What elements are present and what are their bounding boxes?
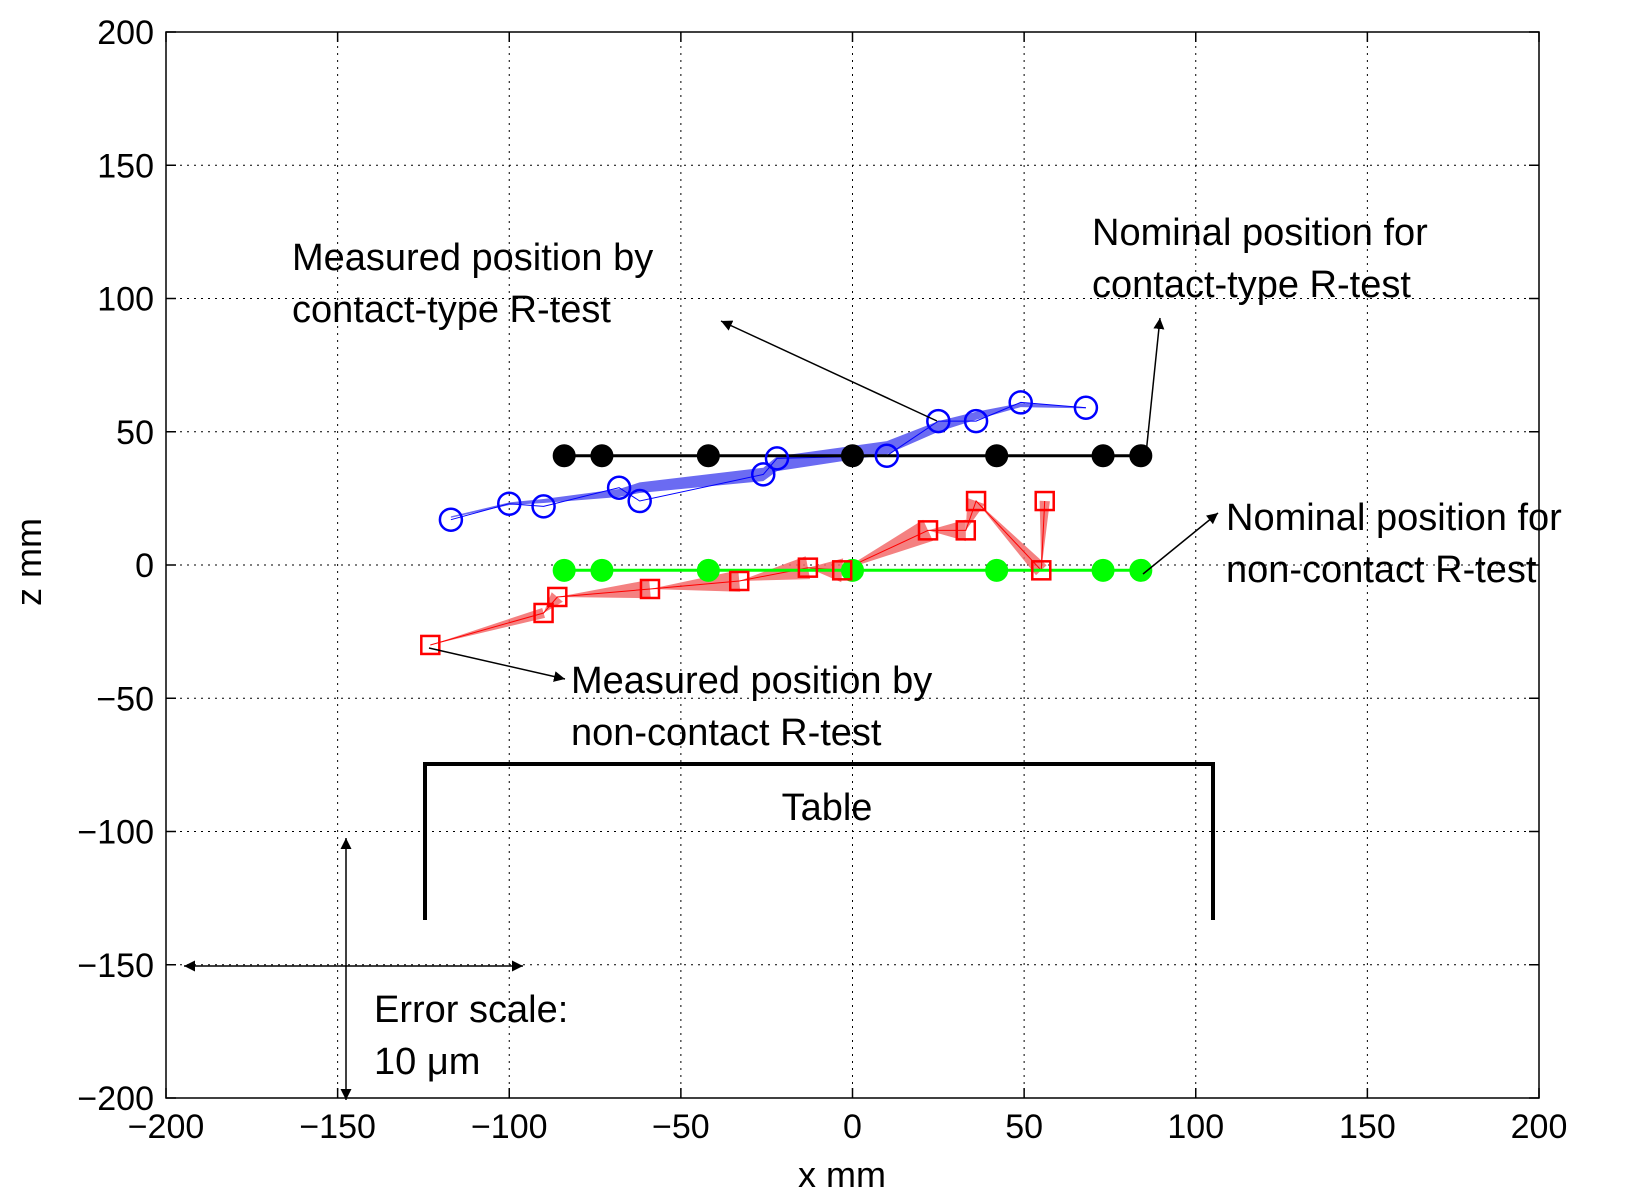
arrow-measured-contact [720, 320, 938, 422]
x-tick-label: −50 [652, 1108, 710, 1146]
y-tick-label: −150 [77, 947, 154, 985]
measured-contact-point [438, 507, 464, 532]
x-tick-label: −100 [471, 1108, 548, 1146]
y-tick-label: 50 [116, 414, 154, 452]
measured-contact-point [764, 446, 790, 471]
measured-non-contact-point [965, 490, 987, 512]
x-axis-label: x mm [798, 1154, 886, 1194]
x-tick-label: 150 [1339, 1108, 1396, 1146]
measured-non-contact-point [639, 578, 661, 600]
nominal-contact-point [696, 444, 720, 468]
y-tick-label: 100 [97, 281, 154, 319]
x-tick-label: 0 [843, 1108, 862, 1146]
measured-contact-point [1073, 395, 1099, 421]
x-tick-label: 100 [1167, 1108, 1224, 1146]
non-contact-error-wedge [650, 570, 741, 592]
y-tick-label: −200 [77, 1080, 154, 1118]
measured-non-contact-point [728, 570, 750, 592]
y-tick-label: −100 [77, 814, 154, 852]
nominal-contact-point [552, 444, 576, 468]
arrow-nominal-non-contact [1142, 512, 1219, 575]
annotation-nominal-non-contact: Nominal position for non-contact R-test [1226, 497, 1572, 591]
arrow-nominal-contact [1145, 317, 1165, 455]
contact-error-band [450, 403, 1086, 518]
measured-non-contact-point [547, 586, 568, 608]
annotation-measured-non-contact: Measured position by non-contact R-test [571, 660, 943, 754]
x-tick-label: −200 [128, 1108, 205, 1146]
non-contact-error-wedge [430, 608, 545, 645]
nominal-contact-point [841, 444, 864, 468]
x-tick-label: −150 [299, 1108, 376, 1146]
y-tick-label: −50 [96, 680, 154, 718]
measured-non-contact-point [917, 520, 939, 541]
annotation-nominal-contact: Nominal position for contact-type R-test [1092, 212, 1438, 306]
measured-non-contact-point [797, 557, 819, 578]
nominal-non-contact-point [1129, 558, 1153, 582]
nominal-contact-point [1129, 444, 1153, 468]
non-contact-error-wedge [842, 519, 933, 571]
nominal-non-contact-point [696, 558, 720, 582]
y-tick-label: 0 [135, 547, 154, 585]
nominal-non-contact-point [985, 558, 1009, 582]
arrow-measured-non-contact [428, 647, 566, 682]
measured-contact-point [1008, 390, 1033, 415]
y-tick-labels: −200 −150 −100 −50 0 50 100 150 200 [77, 14, 154, 1118]
measured-contact-point [926, 408, 951, 434]
x-tick-label: 50 [1005, 1108, 1043, 1146]
measured-contact-point [531, 494, 556, 519]
measured-contact-point [627, 488, 652, 514]
nominal-contact-point [590, 444, 614, 468]
y-tick-label: 150 [97, 147, 154, 185]
non-contact-error-wedge [739, 556, 811, 581]
x-tick-labels: −200 −150 −100 −50 0 50 100 150 200 [128, 1108, 1568, 1146]
measured-non-contact-point [955, 520, 977, 541]
table-outline [423, 762, 1215, 920]
error-bands [430, 401, 1086, 646]
y-tick-label: 200 [97, 14, 154, 52]
series-layer [420, 390, 1153, 656]
non-contact-error-wedge [557, 579, 651, 599]
annotation-measured-contact: Measured position by contact-type R-test [292, 237, 664, 331]
error-scale-label: Error scale: 10 μm [374, 989, 579, 1083]
measured-contact-point [751, 462, 776, 487]
nominal-non-contact-point [590, 558, 614, 582]
measured-non-contact-point [420, 634, 441, 656]
measured-non-contact-point [1031, 560, 1052, 581]
measured-non-contact-point [533, 602, 554, 624]
nominal-non-contact-point [841, 558, 864, 582]
tick-marks [165, 31, 1540, 1099]
nominal-contact-point [985, 444, 1009, 468]
measured-contact-point [874, 443, 900, 468]
measured-contact-point [963, 408, 989, 434]
nominal-non-contact-point [1091, 558, 1115, 582]
table-label: Table [782, 787, 873, 829]
measured-contact-point [606, 475, 632, 500]
measured-non-contact-point [831, 560, 853, 581]
x-tick-label: 200 [1511, 1108, 1568, 1146]
y-axis-label: z mm [8, 518, 49, 606]
measured-non-contact-point [1034, 490, 1055, 512]
measured-contact-point [497, 491, 522, 516]
nominal-non-contact-point [552, 558, 576, 582]
nominal-contact-point [1091, 444, 1115, 468]
